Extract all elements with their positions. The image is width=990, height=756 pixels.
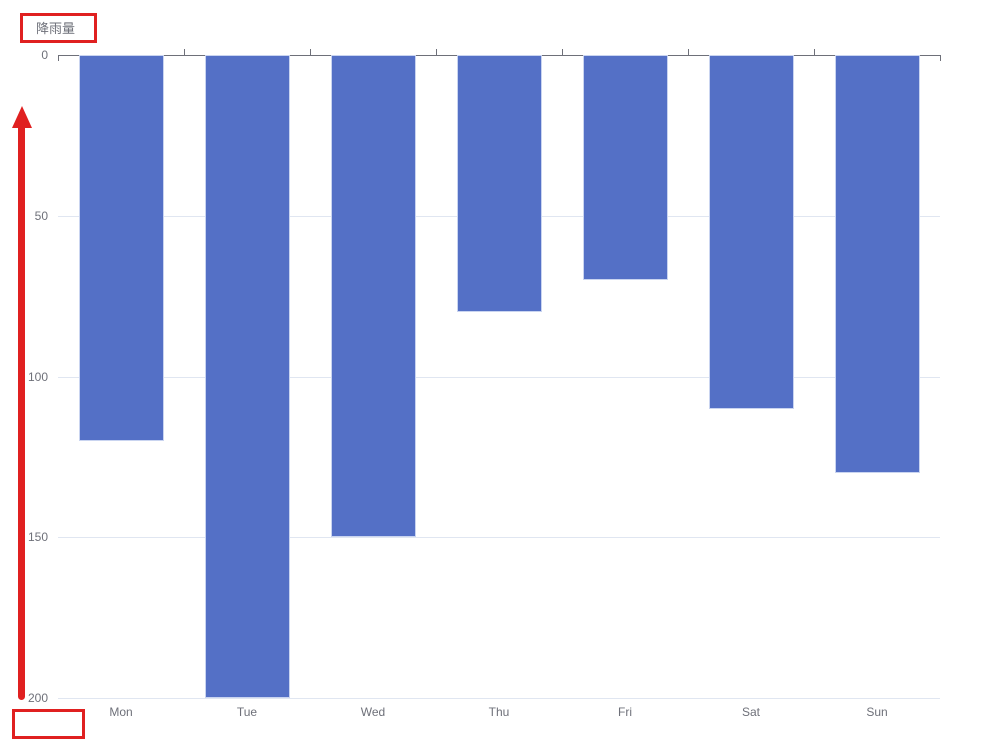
- annotation-title-highlight-box: [20, 13, 97, 43]
- annotation-bottom-left-box: [12, 709, 85, 739]
- x-axis-label-Sun: Sun: [866, 705, 888, 719]
- bar-Thu[interactable]: [456, 55, 542, 313]
- x-axis-label-Mon: Mon: [109, 705, 133, 719]
- x-axis-tick: [562, 49, 563, 55]
- x-axis-tick: [184, 49, 185, 55]
- y-axis-name: 降雨量: [36, 21, 76, 36]
- x-axis-label-Thu: Thu: [488, 705, 510, 719]
- x-axis-label-Tue: Tue: [236, 705, 258, 719]
- bar-Sat[interactable]: [708, 55, 794, 409]
- y-axis-tick-label: 50: [34, 208, 48, 223]
- bar-Sun[interactable]: [834, 55, 920, 473]
- x-axis-tick: [436, 49, 437, 55]
- y-axis-tick-label: 200: [27, 691, 48, 705]
- x-axis-tick: [814, 49, 815, 55]
- bar-Mon[interactable]: [78, 55, 164, 441]
- x-axis-tick: [688, 49, 689, 55]
- x-axis-label-Wed: Wed: [360, 705, 386, 719]
- x-axis-tick: [310, 49, 311, 55]
- x-axis-label-Fri: Fri: [618, 705, 632, 719]
- x-axis-tick: [58, 55, 59, 61]
- x-axis-tick: [940, 55, 941, 61]
- bar-Fri[interactable]: [582, 55, 668, 281]
- bar-Wed[interactable]: [330, 55, 416, 538]
- x-axis-label-Sat: Sat: [741, 705, 760, 719]
- y-axis-tick-label: 0: [41, 48, 48, 62]
- gridline-150: [58, 537, 940, 539]
- y-axis-tick-label: 100: [27, 369, 48, 384]
- gridline-100: [58, 376, 940, 378]
- arrow-head-icon: [12, 106, 32, 128]
- arrow-shaft: [18, 124, 25, 700]
- bar-Tue[interactable]: [204, 55, 290, 698]
- y-axis-tick-label: 150: [27, 530, 48, 545]
- gridline-200: [58, 698, 940, 699]
